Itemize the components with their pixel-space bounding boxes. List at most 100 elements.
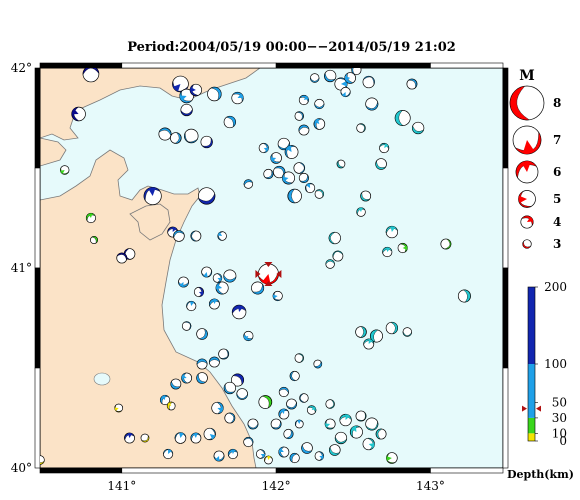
beachball-quadrant (303, 95, 309, 100)
earthquake-event (382, 246, 393, 258)
lat-tick-label: 40° (11, 461, 32, 475)
beachball-quadrant (228, 449, 238, 457)
beachball-quadrant (514, 131, 542, 155)
earthquake-event (243, 330, 254, 342)
beachball-quadrant (208, 428, 216, 440)
beachball-quadrant (363, 76, 375, 85)
earthquake-event (332, 250, 344, 262)
beachball-quadrant (236, 392, 248, 400)
beachball-quadrant (91, 236, 98, 244)
beachball-quadrant (143, 187, 161, 202)
beachball-quadrant (518, 190, 532, 208)
earthquake-event (270, 418, 282, 430)
earthquake-event (336, 159, 346, 169)
earthquake-event (293, 162, 306, 174)
frame-segment-bottom (430, 467, 504, 474)
earthquake-event (287, 188, 302, 204)
beachball-quadrant (179, 95, 187, 101)
earthquake-event (170, 132, 182, 144)
earthquake-event (440, 238, 452, 250)
earthquake-event (325, 399, 335, 409)
frame-segment-left (34, 167, 41, 269)
beachball-quadrant (243, 437, 254, 445)
earthquake-event (166, 401, 176, 411)
earthquake-event (218, 348, 230, 360)
earthquake-event (328, 231, 341, 245)
frame-segment-left (34, 267, 41, 369)
earthquake-event (251, 281, 265, 295)
earthquake-event (174, 432, 187, 444)
beachball-quadrant (198, 328, 208, 340)
earthquake-event (340, 86, 351, 98)
beachball-quadrant (190, 230, 198, 242)
frame-segment-left (34, 67, 41, 169)
earthquake-event (294, 111, 304, 121)
beachball-quadrant (402, 330, 412, 337)
earthquake-event (196, 328, 208, 340)
earthquake-event (181, 372, 193, 384)
beachball-quadrant (386, 456, 392, 461)
frame-ticks (34, 62, 509, 474)
frame-segment-top (430, 62, 504, 69)
beachball-quadrant (319, 455, 324, 460)
earthquake-event (344, 72, 356, 84)
earthquake-event (334, 431, 348, 445)
beachball-quadrant (231, 449, 236, 454)
beachball-quadrant (332, 250, 344, 259)
earthquake-event (379, 142, 390, 154)
earthquake-event (143, 186, 162, 206)
magnitude-legend-label: 5 (553, 192, 561, 206)
earthquake-event (278, 408, 290, 420)
earthquake-event (213, 450, 225, 462)
beachball-quadrant (360, 326, 367, 338)
beachball-outline (402, 327, 413, 337)
beachball-quadrant (223, 383, 235, 394)
beachball-quadrant (168, 449, 172, 454)
earthquake-event (369, 329, 383, 343)
beachball-quadrant (215, 456, 220, 461)
beachball-quadrant (518, 195, 527, 204)
frame-segment-top (121, 62, 277, 69)
frame-segment-right (502, 67, 509, 169)
beachball-quadrant (267, 456, 271, 460)
earthquake-event (306, 405, 317, 415)
beachball-quadrant (263, 147, 269, 152)
earthquake-event (116, 252, 128, 264)
earthquake-event (397, 242, 408, 254)
beachball-quadrant (209, 434, 216, 440)
beachball-quadrant (209, 298, 220, 307)
earthquake-event (314, 451, 325, 461)
lon-tick-label: 142° (262, 479, 291, 493)
beachball-quadrant (390, 322, 398, 335)
frame-segment-bottom (121, 467, 277, 474)
earthquake-event (200, 135, 213, 149)
lake-towada (93, 372, 111, 386)
earthquake-event (212, 273, 223, 283)
magnitude-legend-label: 8 (553, 96, 561, 110)
earthquake-event (339, 413, 352, 427)
beachball-quadrant (310, 77, 320, 83)
lat-tick-label: 41° (11, 261, 32, 275)
beachball-quadrant (172, 84, 181, 92)
earthquake-event (385, 321, 399, 335)
lon-tick-label: 143° (416, 479, 445, 493)
earthquake-event (170, 378, 182, 390)
earthquake-event (203, 427, 216, 441)
beachball-quadrant (167, 402, 172, 406)
magnitude-legend-label: 6 (553, 165, 561, 179)
beachball-quadrant (370, 329, 379, 343)
earthquake-event (362, 437, 375, 451)
earthquake-event (351, 68, 362, 76)
magnitude-legend-symbol (509, 85, 545, 121)
beachball-quadrant (190, 432, 201, 442)
magnitude-legend-symbol (518, 190, 536, 208)
beachball-quadrant (356, 207, 366, 215)
earthquake-event (278, 446, 290, 458)
earthquake-event (179, 88, 194, 104)
earthquake-event (299, 393, 309, 403)
beachball-quadrant (314, 103, 325, 109)
beachball-quadrant (60, 170, 65, 174)
earthquake-event (264, 455, 273, 465)
earthquake-event (236, 388, 248, 400)
